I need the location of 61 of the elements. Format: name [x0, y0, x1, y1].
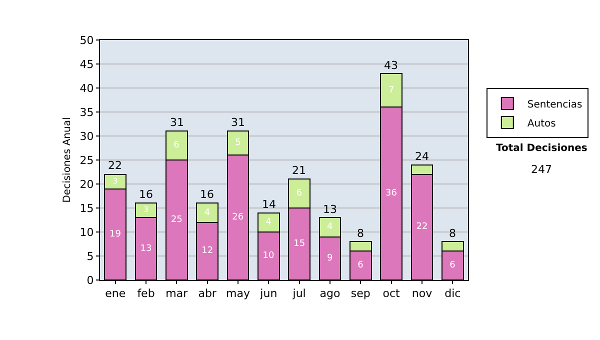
y-axis-title: Decisiones Anual — [62, 117, 73, 203]
data-label: 6 — [296, 188, 302, 199]
data-label: 6 — [358, 260, 364, 271]
y-tick-label: 35 — [80, 106, 94, 119]
y-tick-label: 45 — [80, 58, 94, 71]
data-label: 10 — [262, 251, 275, 261]
total-label: 16 — [200, 188, 214, 201]
total-label: 16 — [139, 188, 153, 201]
total-label: 31 — [231, 116, 245, 129]
text: 247 — [531, 163, 552, 176]
data-label: 22 — [416, 222, 428, 232]
y-tick-label: 30 — [80, 130, 94, 143]
y-tick-label: 10 — [80, 226, 94, 239]
x-tick-label: feb — [137, 287, 155, 300]
data-label: 6 — [450, 260, 456, 271]
total-label: 21 — [292, 164, 306, 177]
x-tick-label: ene — [105, 287, 126, 300]
x-tick-label: mar — [166, 287, 188, 300]
data-label: 13 — [140, 244, 152, 254]
total-label: 24 — [415, 150, 429, 163]
data-label: 4 — [204, 208, 210, 218]
x-tick-label: oct — [382, 287, 401, 300]
total-label: 22 — [108, 159, 122, 172]
x-tick-label: jul — [292, 287, 306, 300]
data-label: 3 — [144, 205, 149, 214]
x-tick-label: dic — [444, 287, 461, 300]
data-label: 15 — [294, 239, 306, 249]
total-label: 43 — [384, 59, 398, 72]
data-label: 3 — [112, 176, 118, 186]
legend-label: Autos — [527, 118, 556, 130]
y-tick-label: 15 — [80, 202, 94, 215]
y-tick-label: 20 — [80, 178, 94, 191]
data-label: 36 — [385, 188, 398, 199]
y-tick-label: 5 — [86, 250, 94, 263]
total-label: 13 — [323, 203, 337, 216]
x-tick-label: jun — [259, 287, 278, 300]
y-tick-label: 25 — [80, 154, 94, 167]
y-tick-label: 0 — [86, 274, 94, 287]
data-label: 19 — [109, 229, 122, 240]
x-tick-label: ago — [320, 287, 340, 300]
x-tick-label: abr — [198, 287, 217, 300]
x-tick-label: may — [226, 287, 250, 300]
y-tick-label: 40 — [80, 82, 94, 95]
y-tick-label: 50 — [80, 34, 94, 47]
total-label: 8 — [357, 227, 364, 240]
total-label: 14 — [262, 198, 276, 211]
data-label: 5 — [235, 138, 241, 148]
total-label: 8 — [449, 227, 456, 240]
x-tick-label: nov — [412, 287, 433, 300]
data-label: 12 — [202, 246, 214, 256]
data-label: 9 — [327, 253, 333, 264]
text: Total Decisiones — [496, 143, 588, 154]
data-label: 6 — [174, 140, 180, 151]
data-label: 26 — [232, 212, 244, 223]
data-label: 4 — [327, 222, 333, 232]
data-label: 7 — [388, 85, 394, 96]
data-label: 4 — [266, 217, 272, 228]
legend-label: Sentencias — [527, 99, 582, 110]
total-label: 31 — [170, 116, 184, 129]
data-label: 25 — [170, 215, 182, 225]
x-tick-label: sep — [350, 287, 370, 300]
